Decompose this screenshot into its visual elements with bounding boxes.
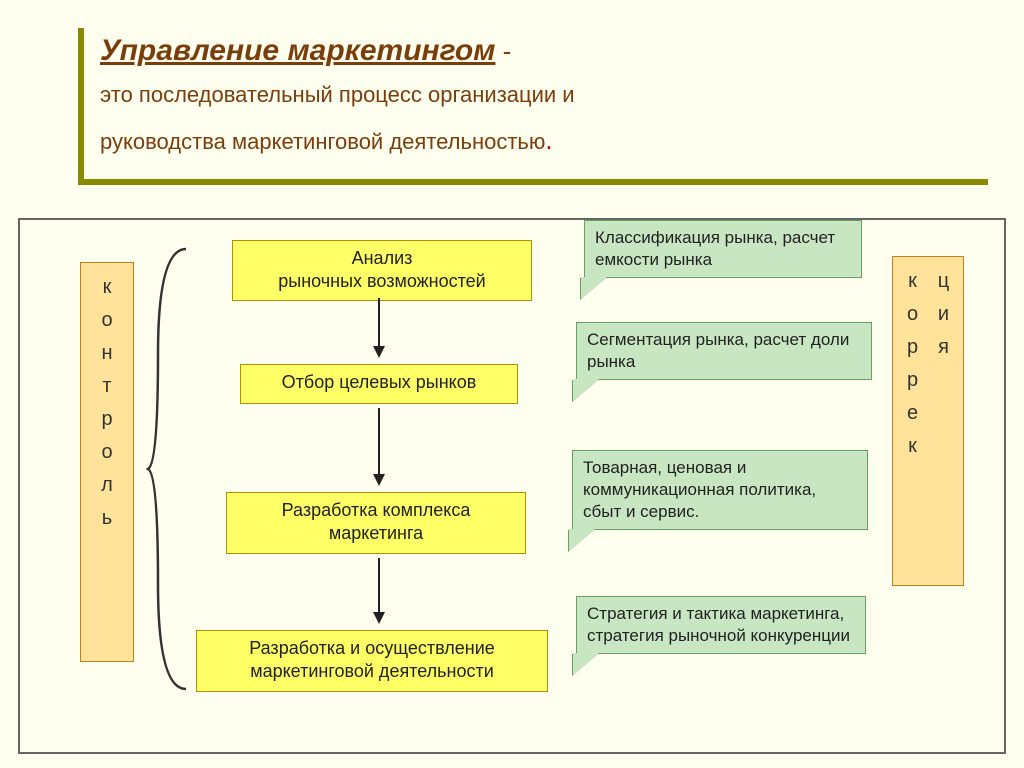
callout1-text: Классификация рынка, расчет емкости рынк… bbox=[595, 228, 835, 269]
title-block: Управление маркетингом - это последовате… bbox=[78, 28, 988, 185]
callout3-text: Товарная, ценовая и коммуникационная пол… bbox=[583, 458, 816, 521]
callout-tail-icon bbox=[573, 379, 599, 401]
side-right-letter bbox=[928, 364, 959, 397]
subtitle-line-2: руководства маркетинговой деятельностью bbox=[100, 129, 545, 154]
side-right-letter: к bbox=[897, 430, 928, 463]
callout-tail-icon bbox=[569, 529, 595, 551]
subtitle-line-1: это последовательный процесс организации… bbox=[100, 82, 575, 107]
callout2-text: Сегментация рынка, расчет доли рынка bbox=[587, 330, 849, 371]
callout4-text: Стратегия и тактика маркетинга, стратеги… bbox=[587, 604, 850, 645]
side-right-letter: о bbox=[897, 298, 928, 331]
title-dash: - bbox=[495, 36, 511, 66]
subtitle: это последовательный процесс организации… bbox=[100, 74, 988, 165]
step-implementation: Разработка и осуществление маркетинговой… bbox=[196, 630, 548, 692]
step3-line2: маркетинга bbox=[329, 523, 423, 543]
side-left-letter: н bbox=[81, 337, 133, 370]
side-left-letter: ь bbox=[81, 502, 133, 535]
side-right-letter: я bbox=[928, 331, 959, 364]
brace-icon bbox=[146, 244, 196, 694]
arrow-3-4 bbox=[378, 558, 380, 622]
flowchart-frame: контроль коррек ция Анализ рыночных возм… bbox=[18, 218, 1006, 754]
callout-strategy: Стратегия и тактика маркетинга, стратеги… bbox=[576, 596, 866, 654]
step3-line1: Разработка комплекса bbox=[282, 500, 471, 520]
callout-tail-icon bbox=[573, 653, 599, 675]
step1-line1: Анализ bbox=[352, 248, 413, 268]
step-target-markets: Отбор целевых рынков bbox=[240, 364, 518, 404]
side-left-letter: л bbox=[81, 469, 133, 502]
side-right-letter: е bbox=[897, 397, 928, 430]
side-right-letter bbox=[928, 397, 959, 430]
step1-line2: рыночных возможностей bbox=[278, 271, 485, 291]
step-marketing-mix: Разработка комплекса маркетинга bbox=[226, 492, 526, 554]
side-right-letter: р bbox=[897, 364, 928, 397]
callout-tail-icon bbox=[581, 277, 607, 299]
corr-col-1: коррек bbox=[897, 265, 928, 585]
arrow-2-3 bbox=[378, 408, 380, 484]
arrow-1-2 bbox=[378, 298, 380, 356]
callout-policy: Товарная, ценовая и коммуникационная пол… bbox=[572, 450, 868, 530]
slide: Управление маркетингом - это последовате… bbox=[0, 0, 1024, 768]
side-left-letter: о bbox=[81, 304, 133, 337]
subtitle-dot: . bbox=[545, 125, 552, 155]
side-left-letter: т bbox=[81, 370, 133, 403]
side-left-letter: к bbox=[81, 271, 133, 304]
step2-text: Отбор целевых рынков bbox=[282, 372, 477, 392]
side-left-letter: р bbox=[81, 403, 133, 436]
step4-line1: Разработка и осуществление bbox=[249, 638, 495, 658]
side-label-correction: коррек ция bbox=[892, 256, 964, 586]
step-analysis: Анализ рыночных возможностей bbox=[232, 240, 532, 301]
callout-segmentation: Сегментация рынка, расчет доли рынка bbox=[576, 322, 872, 380]
side-label-control: контроль bbox=[80, 262, 134, 662]
page-title: Управление маркетингом bbox=[100, 34, 495, 67]
side-left-letter: о bbox=[81, 436, 133, 469]
callout-classification: Классификация рынка, расчет емкости рынк… bbox=[584, 220, 862, 278]
side-right-letter: и bbox=[928, 298, 959, 331]
side-right-letter bbox=[928, 430, 959, 463]
step4-line2: маркетинговой деятельности bbox=[250, 661, 494, 681]
side-right-letter: к bbox=[897, 265, 928, 298]
side-right-letter: р bbox=[897, 331, 928, 364]
side-right-letter: ц bbox=[928, 265, 959, 298]
corr-col-2: ция bbox=[928, 265, 959, 585]
